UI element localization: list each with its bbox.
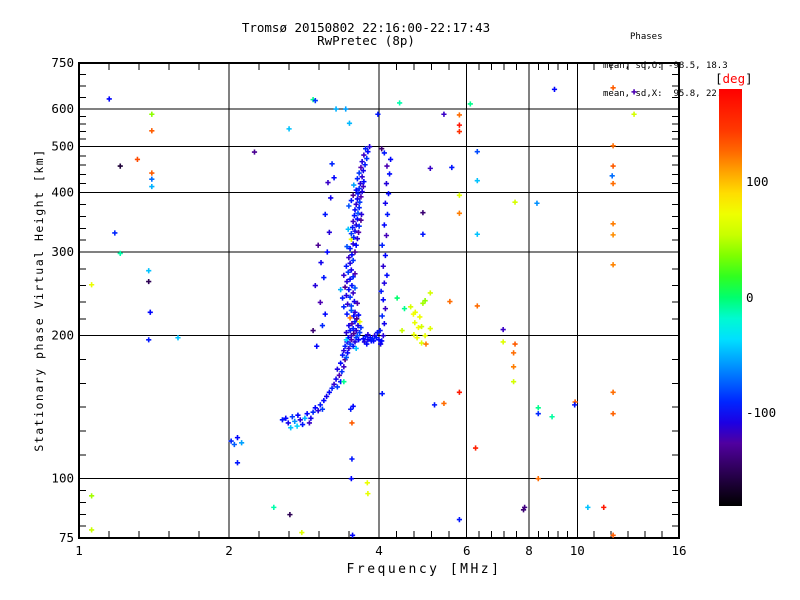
x-tick-label: 16 — [671, 543, 686, 558]
scatter-points — [89, 85, 637, 538]
colorbar-bracket-close: ] — [745, 71, 753, 86]
colorbar-tick-label: 0 — [746, 289, 754, 305]
colorbar-tick-label: 100 — [746, 173, 769, 189]
y-tick-label: 300 — [51, 244, 74, 259]
y-tick-label: 750 — [51, 55, 74, 70]
x-tick-label: 2 — [225, 543, 233, 558]
phase-stats-heading: Phases — [630, 32, 663, 42]
x-tick-label: 8 — [525, 543, 533, 558]
chart-subtitle: RwPretec (8p) — [317, 33, 415, 48]
x-tick-label: 1 — [75, 543, 83, 558]
phase-stats: Phases mean, sd,O: -98.5, 18.3 mean, sd,… — [603, 14, 728, 119]
y-tick-label: 75 — [59, 530, 74, 545]
phase-stats-o-mode: mean, sd,O: -98.5, 18.3 — [603, 60, 728, 71]
y-tick-label: 600 — [51, 101, 74, 116]
phase-colorbar — [719, 89, 742, 506]
colorbar-tick-label: -100 — [746, 405, 777, 421]
colorbar-bracket-open: [ — [715, 71, 723, 86]
y-tick-label: 200 — [51, 328, 74, 343]
x-tick-label: 10 — [570, 543, 585, 558]
y-tick-label: 100 — [51, 471, 74, 486]
phase-stats-x-mode: mean, sd,X: 95.8, 22.7 — [603, 89, 728, 99]
colorbar-unit-label: [deg] — [715, 71, 753, 86]
x-tick-label: 4 — [375, 543, 383, 558]
colorbar-unit-text: deg — [722, 71, 746, 86]
y-tick-label: 400 — [51, 185, 74, 200]
y-tick-label: 500 — [51, 139, 74, 154]
x-tick-label: 6 — [463, 543, 471, 558]
tick-labels: 1 2 4 6 8 10 16 75 100 200 300 400 500 600 750 — [51, 55, 686, 558]
axis-ticks — [78, 62, 680, 539]
chart-title: Tromsø 20150802 22:16:00-22:17:43 — [241, 20, 491, 35]
grid-lines — [79, 63, 679, 538]
x-axis-title: Frequency [MHz] — [346, 562, 502, 577]
